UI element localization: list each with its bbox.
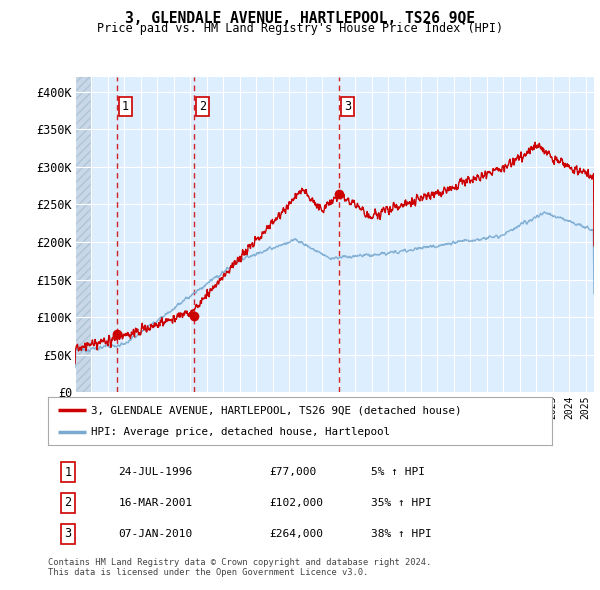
Text: 2: 2 — [199, 100, 206, 113]
Text: £102,000: £102,000 — [270, 498, 324, 508]
Text: 1: 1 — [122, 100, 129, 113]
Bar — [75, 77, 91, 392]
Text: 5% ↑ HPI: 5% ↑ HPI — [371, 467, 425, 477]
Text: 3: 3 — [344, 100, 351, 113]
Text: Price paid vs. HM Land Registry's House Price Index (HPI): Price paid vs. HM Land Registry's House … — [97, 22, 503, 35]
Text: 35% ↑ HPI: 35% ↑ HPI — [371, 498, 431, 508]
Text: 3: 3 — [65, 527, 72, 540]
Text: 3, GLENDALE AVENUE, HARTLEPOOL, TS26 9QE (detached house): 3, GLENDALE AVENUE, HARTLEPOOL, TS26 9QE… — [91, 405, 461, 415]
Text: 1: 1 — [65, 466, 72, 478]
Text: 16-MAR-2001: 16-MAR-2001 — [119, 498, 193, 508]
Text: 38% ↑ HPI: 38% ↑ HPI — [371, 529, 431, 539]
Text: £77,000: £77,000 — [270, 467, 317, 477]
Text: 24-JUL-1996: 24-JUL-1996 — [119, 467, 193, 477]
Text: 07-JAN-2010: 07-JAN-2010 — [119, 529, 193, 539]
Bar — [75, 77, 91, 392]
Text: HPI: Average price, detached house, Hartlepool: HPI: Average price, detached house, Hart… — [91, 427, 390, 437]
Text: 3, GLENDALE AVENUE, HARTLEPOOL, TS26 9QE: 3, GLENDALE AVENUE, HARTLEPOOL, TS26 9QE — [125, 11, 475, 25]
Text: £264,000: £264,000 — [270, 529, 324, 539]
Text: Contains HM Land Registry data © Crown copyright and database right 2024.
This d: Contains HM Land Registry data © Crown c… — [48, 558, 431, 577]
Text: 2: 2 — [65, 496, 72, 510]
